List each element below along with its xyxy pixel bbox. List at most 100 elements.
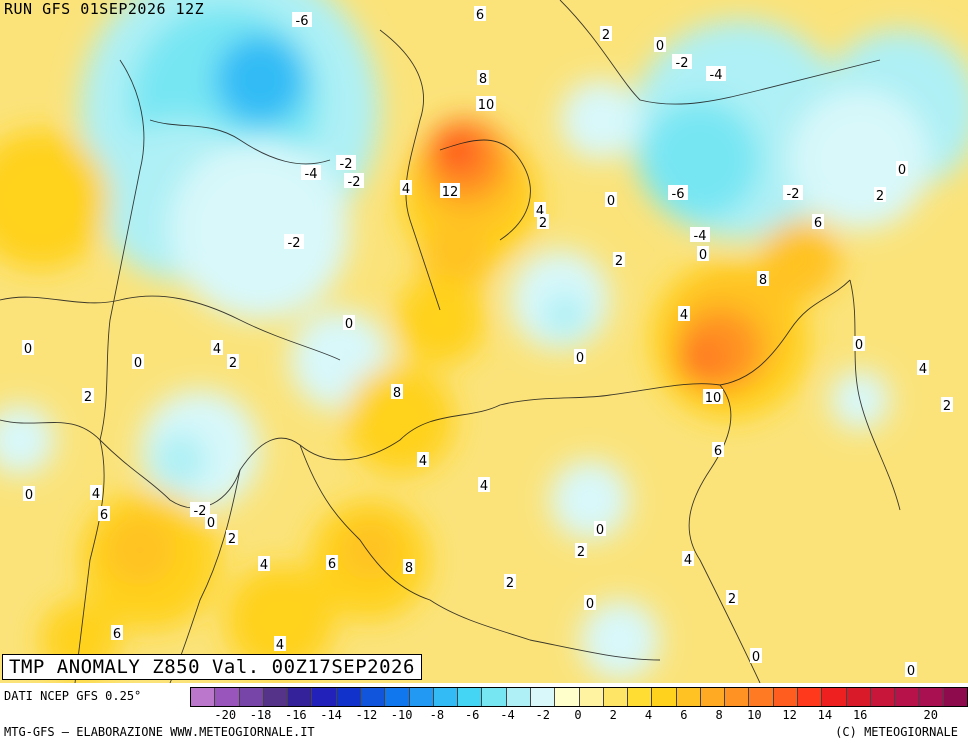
contour-label-text: 0 — [656, 39, 664, 54]
color-scale-swatch — [433, 688, 459, 706]
contour-label-text: 2 — [229, 356, 237, 371]
contour-label-text: 4 — [684, 553, 692, 568]
country-borders — [0, 0, 901, 683]
anomaly-region — [760, 220, 840, 300]
contour-label: 0 — [584, 595, 596, 612]
contour-label-text: -4 — [694, 229, 707, 244]
contour-label-box — [917, 360, 929, 375]
anomaly-region — [225, 565, 335, 675]
contour-label-text: -6 — [296, 14, 309, 29]
contour-label-text: 4 — [402, 182, 410, 197]
contour-label-box — [226, 530, 238, 545]
contour-label-box — [703, 389, 723, 404]
contour-label-text: 6 — [100, 508, 108, 523]
contour-label: 0 — [896, 161, 908, 178]
contour-label-text: 4 — [213, 342, 221, 357]
contour-label-text: 0 — [855, 338, 863, 353]
contour-label: 8 — [403, 559, 415, 576]
contour-label-box — [132, 354, 144, 369]
color-scale-swatch — [628, 688, 653, 706]
contour-label: 4 — [211, 340, 223, 357]
contour-label: 0 — [750, 648, 762, 665]
contour-label: 2 — [874, 187, 886, 204]
contour-label: 2 — [82, 388, 94, 405]
contour-label: 6 — [111, 625, 123, 642]
color-scale-swatch — [749, 688, 774, 706]
contour-label-text: 2 — [84, 390, 92, 405]
contour-label: 4 — [534, 202, 546, 219]
color-scale-swatch — [312, 688, 337, 706]
contour-label: -4 — [301, 165, 321, 182]
contour-label-box — [476, 96, 496, 111]
contour-label-box — [874, 187, 886, 202]
contour-label-box — [941, 397, 953, 412]
contour-label-text: 0 — [898, 163, 906, 178]
color-scale-swatch — [385, 688, 410, 706]
color-scale-swatch — [822, 688, 847, 706]
contour-label: 4 — [478, 477, 490, 494]
color-scale-swatch — [700, 688, 726, 706]
contour-label-box — [678, 306, 690, 321]
contour-label-text: 0 — [699, 248, 707, 263]
color-scale-swatch — [360, 688, 386, 706]
contour-label-text: 2 — [876, 189, 884, 204]
contour-label-box — [690, 227, 710, 242]
color-scale-swatch — [870, 688, 896, 706]
contour-label-box — [668, 185, 688, 200]
contour-label: -2 — [336, 155, 356, 172]
contour-label-text: 4 — [260, 558, 268, 573]
anomaly-region — [560, 80, 640, 160]
contour-label: -2 — [190, 502, 210, 519]
contour-label-box — [750, 648, 762, 663]
anomaly-region — [345, 365, 455, 475]
contour-label-text: -6 — [672, 187, 685, 202]
contour-label-box — [534, 202, 546, 217]
contour-label-box — [812, 214, 824, 229]
contour-label-text: 0 — [207, 516, 215, 531]
color-scale-tick: -20 — [214, 708, 237, 722]
contour-label: -2 — [344, 173, 364, 190]
contour-label-text: -4 — [305, 167, 318, 182]
color-scale-swatch — [919, 688, 944, 706]
color-scale-swatch — [336, 688, 361, 706]
contour-label-box — [344, 173, 364, 188]
contour-label-box — [391, 384, 403, 399]
color-scale-tick: -4 — [500, 708, 515, 722]
anomaly-region — [676, 336, 724, 384]
contour-label-text: 0 — [345, 317, 353, 332]
color-scale-tick: -12 — [355, 708, 378, 722]
contour-label: 10 — [703, 389, 723, 406]
contour-label-box — [783, 185, 803, 200]
color-scale-tick: -16 — [284, 708, 307, 722]
color-scale-swatch — [482, 688, 507, 706]
contour-label: -6 — [292, 12, 312, 29]
contour-label: -2 — [284, 234, 304, 251]
contour-label-text: 0 — [134, 356, 142, 371]
contour-label-text: 8 — [393, 386, 401, 401]
contour-label-box — [336, 155, 356, 170]
contour-label-text: 0 — [586, 597, 594, 612]
contour-label: 0 — [605, 192, 617, 209]
color-scale-swatch — [288, 688, 313, 706]
contour-label-box — [227, 354, 239, 369]
contour-label: 4 — [90, 485, 102, 502]
contour-label-text: -4 — [710, 68, 723, 83]
contour-label: 8 — [477, 70, 489, 87]
contour-label-box — [537, 214, 549, 229]
contour-label-text: 8 — [405, 561, 413, 576]
contour-label: 4 — [400, 180, 412, 197]
color-scale-tick: -8 — [429, 708, 445, 722]
contour-label-box — [211, 340, 223, 355]
contour-label: 12 — [440, 183, 460, 200]
contour-label-text: 2 — [728, 592, 736, 607]
contour-label-text: 4 — [419, 454, 427, 469]
contour-label: 6 — [326, 555, 338, 572]
color-scale-tick: -10 — [390, 708, 413, 722]
contour-label-text: 2 — [602, 28, 610, 43]
contour-label-box — [82, 388, 94, 403]
anomaly-region — [790, 90, 930, 230]
contour-label-box — [726, 590, 738, 605]
color-scale-swatch — [725, 688, 750, 706]
color-scale-swatch — [458, 688, 483, 706]
